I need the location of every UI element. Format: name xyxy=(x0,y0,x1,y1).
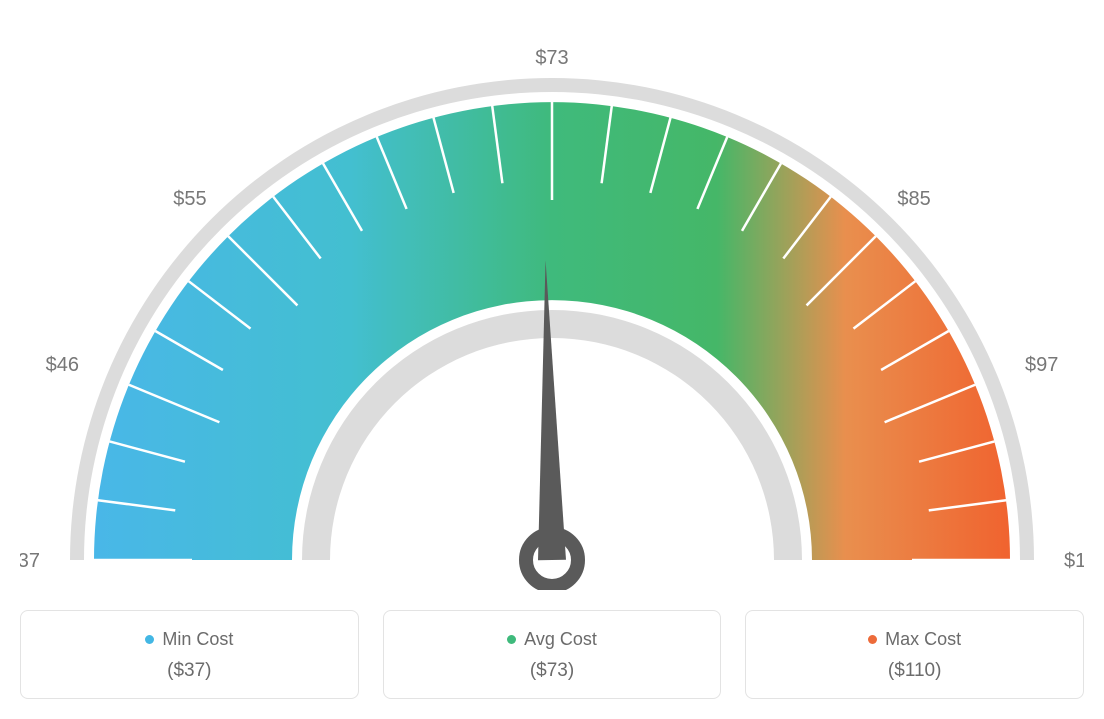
legend-title-max: Max Cost xyxy=(885,629,961,650)
gauge-tick-label: $37 xyxy=(20,550,40,572)
gauge-tick-label: $85 xyxy=(897,188,930,210)
gauge-tick-label: $73 xyxy=(535,47,568,69)
gauge-tick-label: $110 xyxy=(1064,550,1084,572)
legend-value-max: ($110) xyxy=(758,660,1071,682)
legend-dot-max xyxy=(868,635,877,644)
legend-title-avg: Avg Cost xyxy=(524,629,597,650)
gauge-tick-label: $97 xyxy=(1025,354,1058,376)
legend-row: Min Cost ($37) Avg Cost ($73) Max Cost (… xyxy=(20,610,1084,699)
legend-card-min: Min Cost ($37) xyxy=(20,610,359,699)
gauge-needle xyxy=(538,260,566,560)
legend-dot-min xyxy=(145,635,154,644)
gauge-tick-label: $46 xyxy=(46,354,79,376)
legend-value-min: ($37) xyxy=(33,660,346,682)
legend-dot-avg xyxy=(507,635,516,644)
gauge-svg-container: $37 $46 $55 $73 $85 $97 $110 xyxy=(20,20,1084,590)
legend-card-max: Max Cost ($110) xyxy=(745,610,1084,699)
legend-title-min: Min Cost xyxy=(162,629,233,650)
legend-value-avg: ($73) xyxy=(396,660,709,682)
cost-gauge-chart: $37 $46 $55 $73 $85 $97 $110 Min Cost ($37) Av… xyxy=(20,20,1084,699)
gauge-tick-label: $55 xyxy=(173,188,206,210)
legend-card-avg: Avg Cost ($73) xyxy=(383,610,722,699)
